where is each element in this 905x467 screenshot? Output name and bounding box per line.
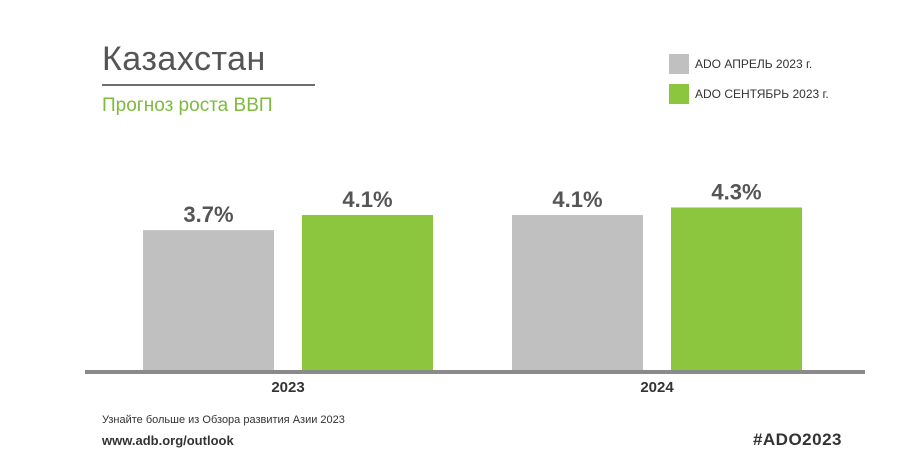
data-label-2024-series-0: 4.1% bbox=[552, 187, 602, 212]
bar-2023-series-1 bbox=[302, 215, 433, 370]
legend-swatch-april bbox=[669, 54, 689, 74]
footer-link[interactable]: www.adb.org/outlook bbox=[102, 433, 234, 448]
legend-label-april: ADO АПРЕЛЬ 2023 г. bbox=[695, 57, 813, 71]
legend-label-september: ADO СЕНТЯБРЬ 2023 г. bbox=[695, 87, 829, 101]
title-underline bbox=[102, 84, 315, 86]
chart-subtitle: Прогноз роста ВВП bbox=[102, 95, 273, 116]
x-tick-label-2024: 2024 bbox=[640, 379, 674, 396]
footer-note: Узнайте больше из Обзора развития Азии 2… bbox=[102, 414, 345, 426]
x-axis-baseline bbox=[85, 370, 865, 374]
legend-item-september: ADO СЕНТЯБРЬ 2023 г. bbox=[669, 83, 829, 105]
data-label-2023-series-1: 4.1% bbox=[342, 187, 392, 212]
bar-2023-series-0 bbox=[143, 230, 274, 370]
x-tick-label-2023: 2023 bbox=[271, 379, 304, 396]
chart-title: Казахстан bbox=[102, 40, 266, 78]
bar-2024-series-0 bbox=[512, 215, 643, 370]
data-label-2024-series-1: 4.3% bbox=[711, 179, 761, 204]
hashtag: #ADO2023 bbox=[752, 430, 842, 449]
bar-2024-series-1 bbox=[671, 207, 802, 370]
data-label-2023-series-0: 3.7% bbox=[183, 202, 233, 227]
legend-item-april: ADO АПРЕЛЬ 2023 г. bbox=[669, 53, 829, 75]
legend: ADO АПРЕЛЬ 2023 г. ADO СЕНТЯБРЬ 2023 г. bbox=[669, 53, 829, 113]
legend-swatch-september bbox=[669, 84, 689, 104]
